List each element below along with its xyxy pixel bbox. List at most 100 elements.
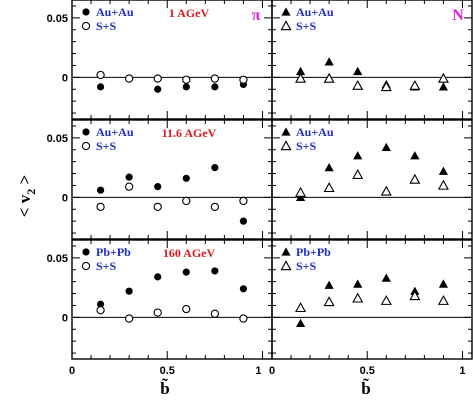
data-point-au-au xyxy=(154,183,162,191)
x-tick-label: 0 xyxy=(269,365,275,377)
data-point-pb-pb xyxy=(96,300,105,308)
data-point-s-s xyxy=(239,314,248,323)
panel-row3-pi: 0 0.05 Pb+PbS+S 160 AGeV 0 0.5 1 xyxy=(47,239,273,377)
data-point-au-au xyxy=(324,163,334,172)
legend-label: S+S xyxy=(296,139,317,153)
panel-row1-pi: 0 0.05 Au+AuS+S 1 AGeV π xyxy=(47,0,273,120)
data-point-pb-pb xyxy=(239,285,248,293)
data-point-s-s xyxy=(239,75,248,84)
legend-label: S+S xyxy=(96,139,117,153)
legend-label: S+S xyxy=(296,19,317,33)
data-point-s-s xyxy=(323,182,335,193)
data-point-au-au xyxy=(295,192,306,202)
legend-label: S+S xyxy=(96,19,117,33)
legend-marker xyxy=(281,127,291,136)
legend-marker xyxy=(280,260,292,271)
data-point-pb-pb xyxy=(154,273,162,281)
data-point-s-s xyxy=(96,202,105,212)
legend-label: Au+Au xyxy=(96,125,134,139)
y-tick-label: 0.05 xyxy=(47,13,68,25)
energy-label: 1 AGeV xyxy=(169,6,210,20)
x-tick-label: 0.5 xyxy=(160,365,175,377)
y-tick-label: 0 xyxy=(62,192,68,204)
data-point-s-s xyxy=(380,81,392,92)
data-point-s-s xyxy=(182,196,191,206)
data-point-au-au xyxy=(154,85,162,93)
data-point-s-s xyxy=(210,74,220,83)
y-tick-label: 0.05 xyxy=(47,133,68,145)
data-point-s-s xyxy=(380,294,392,305)
data-point-s-s xyxy=(295,302,307,313)
data-point-s-s xyxy=(124,182,134,191)
legend-marker xyxy=(281,7,291,16)
data-point-au-au xyxy=(96,83,105,91)
data-point-s-s xyxy=(352,169,364,179)
data-point-au-au xyxy=(211,83,219,91)
panel-row1-N: Au+AuS+S N xyxy=(271,0,473,120)
data-point-s-s xyxy=(153,74,162,83)
data-point-s-s xyxy=(96,70,105,80)
data-point-au-au xyxy=(381,142,391,152)
data-point-s-s xyxy=(437,72,449,83)
data-point-s-s xyxy=(323,72,335,83)
data-point-s-s xyxy=(437,294,449,305)
data-point-s-s xyxy=(124,74,134,83)
legend-label: Au+Au xyxy=(96,5,134,19)
data-point-s-s xyxy=(352,79,364,90)
panel-frame xyxy=(271,119,473,240)
legend-label: S+S xyxy=(96,259,117,273)
data-point-au-au xyxy=(410,151,420,160)
data-point-s-s xyxy=(210,202,220,212)
data-point-s-s xyxy=(153,202,162,212)
legend-label: Pb+Pb xyxy=(96,245,131,259)
panel-frame xyxy=(271,239,473,360)
data-point-s-s xyxy=(409,79,421,90)
data-point-au-au xyxy=(239,217,248,225)
legend-marker xyxy=(281,247,291,256)
data-point-s-s xyxy=(323,296,335,307)
legend-label: Au+Au xyxy=(296,125,334,139)
data-point-s-s xyxy=(210,309,220,318)
data-point-au-au xyxy=(182,174,190,182)
legend-marker xyxy=(81,21,91,31)
data-point-au-au xyxy=(182,83,190,91)
data-point-au-au xyxy=(438,166,449,175)
panel-row2-N: Au+AuS+S xyxy=(271,119,473,240)
data-point-au-au xyxy=(438,82,449,91)
data-point-au-au xyxy=(324,57,334,66)
data-point-s-s xyxy=(295,186,307,197)
data-point-pb-pb xyxy=(295,318,306,327)
data-point-au-au xyxy=(295,66,306,76)
legend-marker xyxy=(82,128,90,136)
x-axis-title-left: b̃ xyxy=(160,378,169,398)
y-tick-label: 0 xyxy=(62,312,68,324)
energy-label: 160 AGeV xyxy=(163,246,216,260)
data-point-pb-pb xyxy=(125,287,133,295)
legend-marker xyxy=(82,8,90,16)
data-point-s-s xyxy=(380,185,392,196)
legend-label: Pb+Pb xyxy=(296,245,331,259)
data-point-s-s xyxy=(295,72,307,83)
data-point-pb-pb xyxy=(438,279,449,288)
data-point-pb-pb xyxy=(381,273,391,282)
data-point-au-au xyxy=(125,173,133,181)
data-point-s-s xyxy=(352,292,364,303)
x-tick-label: 1 xyxy=(255,365,261,377)
data-point-au-au xyxy=(353,151,363,160)
panel-row2-pi: 0 0.05 Au+AuS+S 11.6 AGeV xyxy=(47,119,273,240)
data-point-pb-pb xyxy=(353,279,363,288)
y-tick-label: 0.05 xyxy=(47,253,68,265)
data-point-s-s xyxy=(409,173,421,184)
data-point-s-s xyxy=(182,75,191,84)
legend-label: Au+Au xyxy=(296,5,334,19)
particle-label: N xyxy=(452,7,464,24)
y-tick-label: 0 xyxy=(62,72,68,84)
legend-marker xyxy=(280,140,292,151)
data-point-s-s xyxy=(437,179,449,190)
data-point-pb-pb xyxy=(182,268,190,276)
x-tick-label: 1 xyxy=(459,365,465,377)
data-point-pb-pb xyxy=(324,280,334,289)
data-point-au-au xyxy=(211,164,219,172)
